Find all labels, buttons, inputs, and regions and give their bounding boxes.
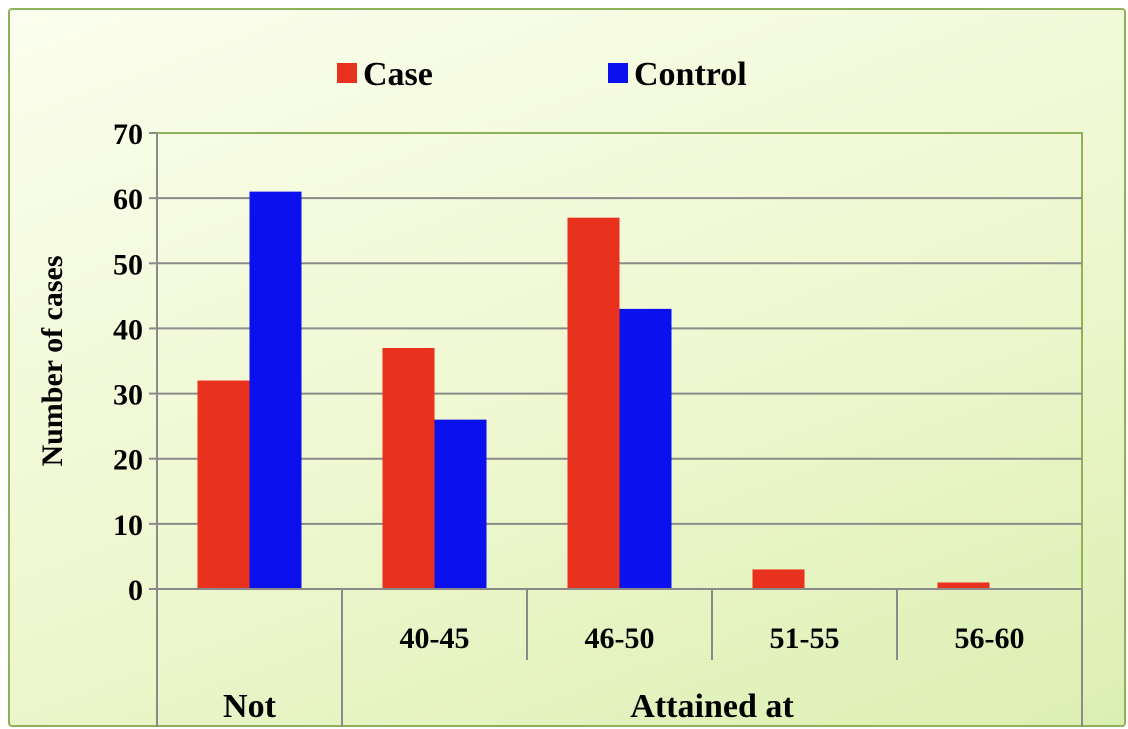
x-tick-label: 40-45	[400, 622, 470, 655]
bar-case-not	[197, 380, 250, 589]
y-tick-label: 60	[113, 183, 143, 216]
x-tick-label: 56-60	[955, 622, 1025, 655]
legend-swatch-control	[608, 63, 628, 83]
bar-case-46-50	[567, 217, 620, 589]
x-group-label: Attained at	[630, 688, 794, 725]
y-tick-label: 30	[113, 379, 143, 412]
y-axis-label: Number of cases	[36, 255, 69, 466]
bar-control-not	[249, 191, 302, 589]
y-tick-label: 20	[113, 444, 143, 477]
legend-label-case: Case	[363, 56, 433, 93]
bar-control-46-50	[619, 308, 672, 589]
x-tick-label: 51-55	[770, 622, 840, 655]
y-tick-label: 70	[113, 118, 143, 151]
y-axis-ticks: 0 10 20 30 40 50 60 70	[113, 118, 158, 607]
bar-case-51-55	[752, 569, 805, 589]
chart-frame	[8, 8, 1126, 727]
legend: Case Control	[337, 56, 747, 93]
legend-label-control: Control	[634, 56, 747, 93]
x-axis: 40-45 46-50 51-55 56-60 Not Attained at	[156, 588, 1083, 727]
bar-control-40-45	[434, 419, 487, 589]
bar-case-40-45	[382, 347, 435, 589]
bars	[197, 191, 990, 589]
y-tick-label: 0	[128, 574, 143, 607]
y-tick-label: 40	[113, 313, 143, 346]
y-tick-label: 50	[113, 248, 143, 281]
x-tick-label: 46-50	[585, 622, 655, 655]
y-tick-label: 10	[113, 509, 143, 542]
bar-case-56-60	[937, 582, 990, 589]
x-group-label: Not	[223, 688, 277, 725]
legend-swatch-case	[337, 63, 357, 83]
